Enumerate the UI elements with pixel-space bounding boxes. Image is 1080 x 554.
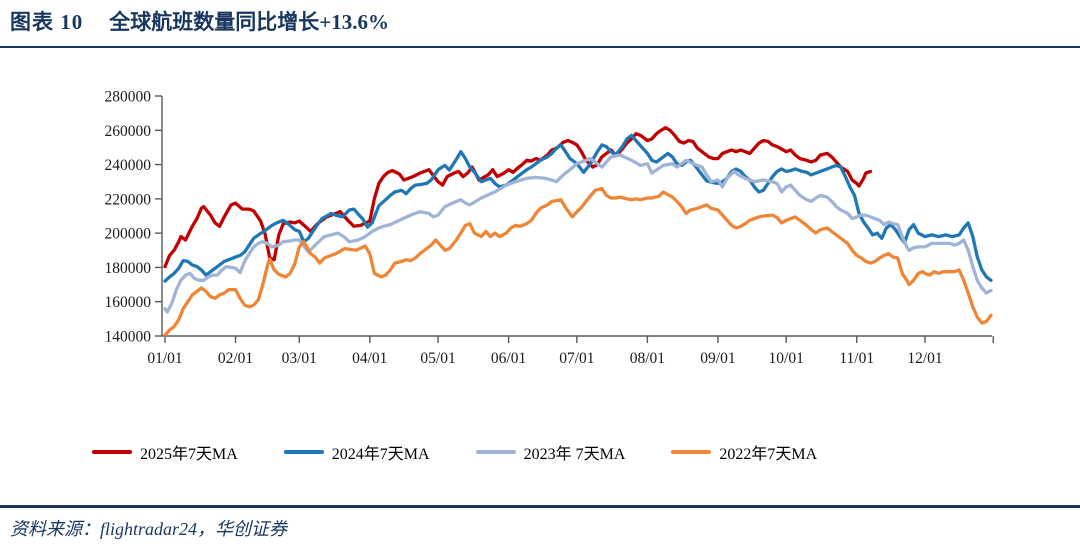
x-tick-label: 02/01 <box>218 350 253 367</box>
x-tick-label: 11/01 <box>839 350 874 367</box>
y-tick-label: 140000 <box>105 329 152 346</box>
x-tick-label: 05/01 <box>420 350 455 367</box>
x-tick-label: 01/01 <box>147 350 182 367</box>
x-tick-label: 07/01 <box>559 350 594 367</box>
y-tick-label: 260000 <box>105 123 152 140</box>
title-divider <box>0 46 1080 48</box>
x-tick-label: 12/01 <box>907 350 942 367</box>
y-tick-label: 280000 <box>105 89 152 106</box>
y-tick-label: 200000 <box>105 226 152 243</box>
series-line-3 <box>163 153 993 314</box>
x-tick-label: 06/01 <box>491 350 526 367</box>
y-tick-label: 180000 <box>105 260 152 277</box>
legend-swatch-icon <box>671 450 712 454</box>
legend-item-2: 2024年7天MA <box>283 440 430 464</box>
y-tick-label: 160000 <box>105 294 152 311</box>
x-tick-label: 08/01 <box>630 350 665 367</box>
legend-label: 2025年7天MA <box>140 446 238 463</box>
legend-item-4: 2022年7天MA <box>671 440 817 464</box>
legend-item-1: 2025年7天MA <box>92 440 238 464</box>
series-line-1 <box>163 126 873 269</box>
figure-title: 图表 10 全球航班数量同比增长+13.6% <box>10 6 1070 36</box>
y-tick-label: 220000 <box>105 191 152 208</box>
bottom-divider <box>0 505 1080 508</box>
series-line-4 <box>163 186 993 337</box>
line-chart: 140000 160000 180000 200000 220000 240000 2600… <box>105 89 994 367</box>
legend-swatch-icon <box>283 450 324 454</box>
x-tick-label: 03/01 <box>282 350 317 367</box>
series-line-2 <box>163 133 993 283</box>
legend-item-3: 2023年 7天MA <box>475 440 626 464</box>
legend-label: 2022年7天MA <box>719 446 818 463</box>
x-tick-label: 10/01 <box>769 350 804 367</box>
legend-label: 2024年7天MA <box>331 446 430 463</box>
chart-legend: 2025年7天MA 2024年7天MA 2023年 7天MA 2022年7天MA <box>92 440 817 464</box>
source-note: 资料来源：flightradar24，华创证券 <box>10 519 288 539</box>
chart-area: 140000 160000 180000 200000 220000 240000 2600… <box>0 48 1080 433</box>
legend-label: 2023年 7天MA <box>523 446 626 463</box>
x-tick-label: 04/01 <box>352 350 387 367</box>
figure-label: 图表 10 <box>10 10 84 34</box>
legend-swatch-icon <box>92 450 132 454</box>
x-tick-label: 09/01 <box>700 350 735 367</box>
legend-swatch-icon <box>475 450 516 454</box>
y-tick-label: 240000 <box>105 157 152 174</box>
page-title: 全球航班数量同比增长+13.6% <box>109 10 389 34</box>
